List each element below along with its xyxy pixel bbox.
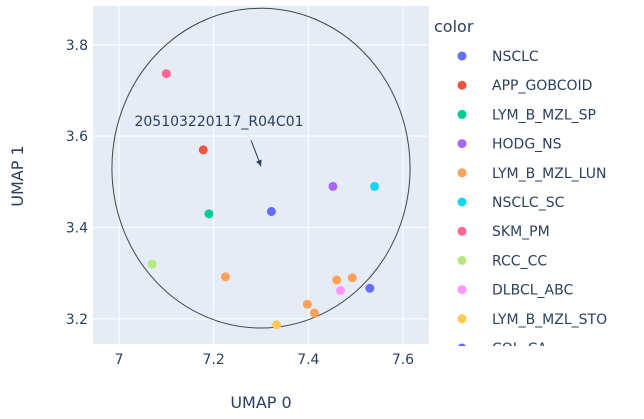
x-axis-title: UMAP 0 [230,393,291,412]
legend-marker [457,255,467,265]
legend-marker [457,109,467,119]
legend-item[interactable]: RCC_CC [457,253,548,269]
legend-label: NSCLC_SC [492,195,565,211]
legend-item[interactable]: LYM_B_MZL_STO [457,312,608,328]
legend-marker [457,314,467,324]
scatter-point[interactable] [147,259,157,269]
legend-marker [457,226,467,236]
legend-marker [457,51,467,61]
legend-item[interactable]: NSCLC [457,49,539,65]
scatter-point[interactable] [332,275,342,285]
annotation: 205103220117_R04C01 [134,114,304,167]
scatter-point[interactable] [272,320,282,330]
legend-label: DLBCL_ABC [492,283,573,299]
scatter-point[interactable] [309,308,319,318]
x-tick-labels: 7 7.2 7.4 7.6 [115,352,415,368]
y-tick-label: 3.6 [66,129,88,145]
legend-label: HODG_NS [492,137,562,153]
legend-label: COL_CA [492,341,547,357]
y-axis-title: UMAP 1 [8,145,27,206]
y-tick-labels: 3.2 3.4 3.6 3.8 [66,38,88,328]
legend-item[interactable]: APP_GOBCOID [457,78,593,94]
legend-marker [457,80,467,90]
scatter-point[interactable] [302,299,312,309]
legend-label: APP_GOBCOID [492,78,592,94]
legend[interactable]: NSCLC APP_GOBCOID LYM_B_MZL_SP HODG_NS LYM_B… [457,49,608,357]
scatter-point[interactable] [204,209,214,219]
data-points [147,69,380,330]
legend-title: color [434,17,474,36]
legend-item[interactable]: NSCLC_SC [457,195,565,211]
legend-marker [457,197,467,207]
legend-label: LYM_B_MZL_SP [492,107,596,123]
legend-marker [457,168,467,178]
x-tick-label: 7.4 [297,352,319,368]
scatter-point[interactable] [347,273,357,283]
x-tick-label: 7.2 [203,352,225,368]
legend-label: SKM_PM [492,224,550,240]
legend-marker [457,139,467,149]
legend-item[interactable]: LYM_B_MZL_LUN [457,166,607,182]
scatter-point[interactable] [370,181,380,191]
legend-label: LYM_B_MZL_STO [492,312,607,328]
grid [93,6,429,344]
annotation-arrow-head [256,159,262,167]
annotation-text: 205103220117_R04C01 [134,114,303,130]
scatter-point[interactable] [328,181,338,191]
legend-marker [457,285,467,295]
legend-label: LYM_B_MZL_LUN [492,166,606,182]
scatter-point[interactable] [221,272,231,282]
selection-circle-outline [111,7,411,329]
legend-marker [457,343,467,346]
scatter-point[interactable] [198,145,208,155]
y-tick-label: 3.4 [66,221,88,237]
legend-label: RCC_CC [492,253,547,269]
y-tick-label: 3.2 [66,312,88,328]
plot-area [93,6,429,344]
x-tick-label: 7 [115,352,124,368]
scatter-point[interactable] [161,69,171,79]
legend-item[interactable]: COL_CA [457,341,548,357]
y-tick-label: 3.8 [66,38,88,54]
scatter-point[interactable] [266,207,276,217]
scatter-point[interactable] [336,286,346,296]
scatter-point[interactable] [365,283,375,293]
x-tick-label: 7.6 [392,352,414,368]
legend-label: NSCLC [492,49,539,65]
selection-circle [111,7,411,329]
legend-item[interactable]: DLBCL_ABC [457,283,574,299]
legend-item[interactable]: HODG_NS [457,137,562,153]
legend-item[interactable]: LYM_B_MZL_SP [457,107,596,123]
legend-item[interactable]: SKM_PM [457,224,550,240]
